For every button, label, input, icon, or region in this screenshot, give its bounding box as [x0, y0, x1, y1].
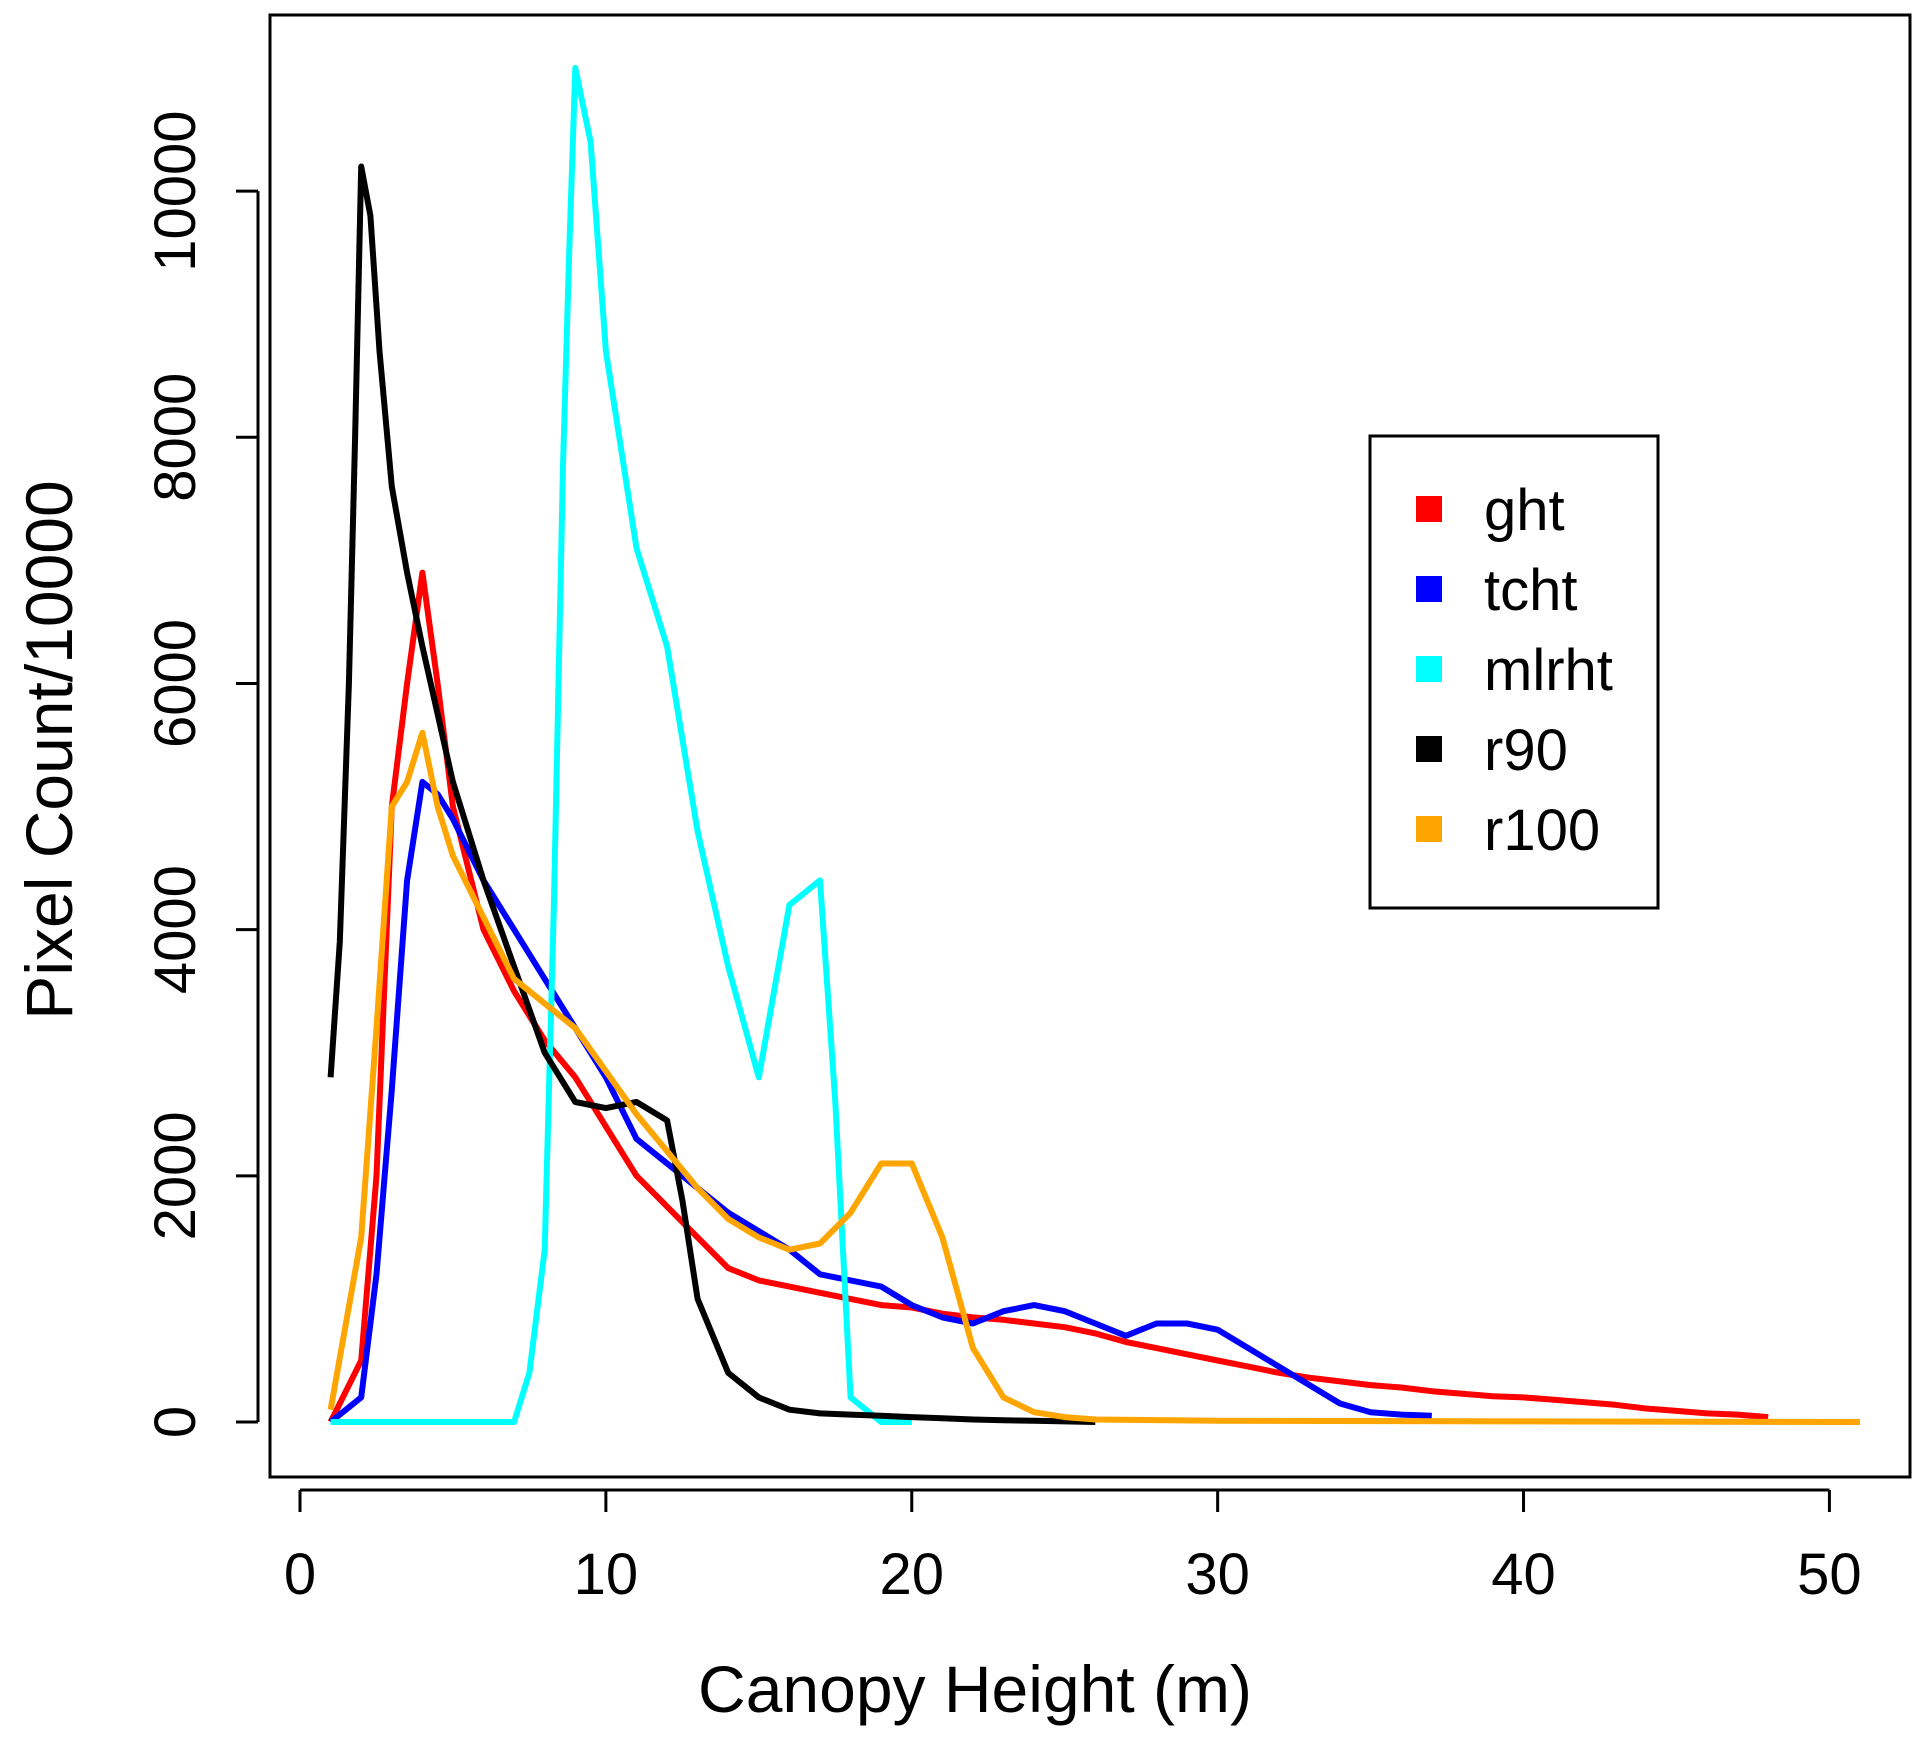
x-tick-label: 0: [284, 1542, 316, 1607]
y-axis-title: Pixel Count/10000: [12, 480, 86, 1019]
y-tick-label: 6000: [143, 619, 208, 748]
x-tick-label: 40: [1491, 1542, 1556, 1607]
y-tick-label: 0: [143, 1406, 208, 1438]
legend-swatch-mlrht: [1416, 656, 1442, 682]
x-tick-label: 50: [1797, 1542, 1862, 1607]
x-tick-label: 20: [880, 1542, 945, 1607]
legend-label-mlrht: mlrht: [1484, 638, 1613, 703]
x-tick-label: 10: [574, 1542, 639, 1607]
legend-swatch-r100: [1416, 816, 1442, 842]
legend-label-r100: r100: [1484, 798, 1600, 863]
series-line-ght: [327, 569, 1769, 1424]
series-line-r90: [327, 163, 1096, 1425]
legend-swatch-ght: [1416, 496, 1442, 522]
series-line-r100: [327, 729, 1861, 1425]
legend-label-r90: r90: [1484, 718, 1568, 783]
x-tick-label: 30: [1185, 1542, 1250, 1607]
y-tick-label: 10000: [143, 110, 208, 271]
y-tick-label: 4000: [143, 865, 208, 994]
x-axis-title: Canopy Height (m): [698, 1652, 1252, 1726]
legend-label-tcht: tcht: [1484, 558, 1578, 623]
legend: ght tcht mlrht r90 r100: [1368, 434, 1660, 910]
legend-swatch-tcht: [1416, 576, 1442, 602]
legend-swatch-r90: [1416, 736, 1442, 762]
legend-label-ght: ght: [1484, 478, 1565, 543]
plot-frame: [268, 13, 1912, 1479]
y-tick-label: 2000: [143, 1111, 208, 1240]
x-axis: 0 10 20 30 40 50: [284, 1488, 1862, 1607]
series-line-mlrht: [330, 65, 912, 1425]
series-line-tcht: [328, 778, 1432, 1425]
y-tick-label: 8000: [143, 373, 208, 502]
series-layer: [327, 65, 1861, 1425]
y-axis: 0 2000 4000 6000 8000 10000: [143, 110, 260, 1438]
